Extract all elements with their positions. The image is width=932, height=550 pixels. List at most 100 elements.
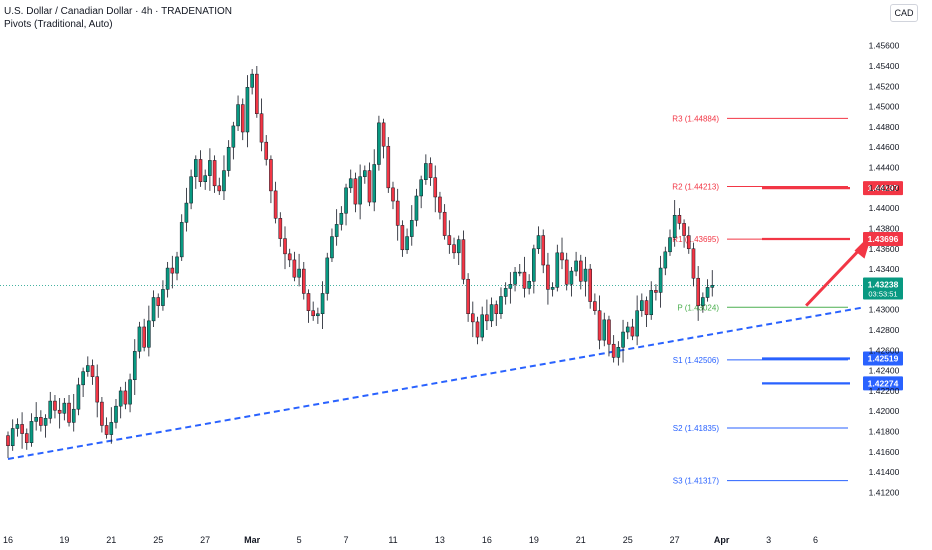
bar-countdown-label: 03:53:51 xyxy=(868,290,897,299)
candle-body xyxy=(405,236,409,251)
candle-body xyxy=(597,310,602,341)
candle-body xyxy=(179,222,184,258)
symbol-title: U.S. Dollar / Canadian Dollar · 4h · TRA… xyxy=(4,6,233,17)
support-price-badge xyxy=(863,351,903,366)
candle-body xyxy=(10,428,15,447)
candle-body xyxy=(480,314,484,338)
candle-body xyxy=(442,211,447,236)
candle-body xyxy=(578,260,583,282)
candle-body xyxy=(334,224,339,237)
candle-body xyxy=(353,178,358,205)
candle-body xyxy=(114,405,118,423)
x-tick-label: 5 xyxy=(297,535,302,545)
candle-body xyxy=(222,170,226,192)
pivot-label-r3: R3 (1.44884) xyxy=(672,114,719,123)
candle-body xyxy=(644,300,649,316)
candle-body xyxy=(278,218,283,239)
x-tick-label: 16 xyxy=(3,535,13,545)
candle-body xyxy=(686,235,691,250)
candle-body xyxy=(81,371,85,386)
candle-body xyxy=(20,424,24,434)
candle-body xyxy=(62,402,67,414)
resistance-price-badge xyxy=(863,181,903,196)
candle-body xyxy=(513,271,517,285)
trendline-layer xyxy=(7,306,863,460)
candle-body xyxy=(386,145,391,189)
x-tick-label: Apr xyxy=(714,535,730,545)
x-tick-label: 3 xyxy=(766,535,771,545)
candle-body xyxy=(447,235,452,245)
x-tick-label: 21 xyxy=(106,535,116,545)
candle-body xyxy=(367,170,372,203)
candle-body xyxy=(226,146,231,171)
candle-body xyxy=(348,178,353,189)
candle-body xyxy=(316,313,320,317)
pivot-label-s1: S1 (1.42506) xyxy=(673,356,720,365)
x-tick-label: 25 xyxy=(153,535,163,545)
chart-header: U.S. Dollar / Canadian Dollar · 4h · TRA… xyxy=(4,5,232,31)
candle-body xyxy=(175,256,179,274)
ascending-trendline xyxy=(7,306,863,460)
candle-body xyxy=(255,73,259,114)
candle-body xyxy=(320,293,325,315)
candle-body xyxy=(428,163,433,178)
candle-body xyxy=(161,289,165,306)
currency-selector[interactable]: CAD xyxy=(890,4,918,22)
candle-body xyxy=(189,176,193,204)
candle-body xyxy=(363,170,367,177)
current-price-label: 1.43238 xyxy=(868,280,899,290)
y-tick-label: 1.43600 xyxy=(869,244,900,254)
candle-body xyxy=(203,175,207,183)
candle-body xyxy=(466,278,470,315)
candle-body xyxy=(358,176,362,205)
candle-body xyxy=(245,87,250,133)
y-tick-label: 1.43400 xyxy=(869,264,900,274)
pivot-label-s2: S2 (1.41835) xyxy=(673,424,720,433)
candle-body xyxy=(630,326,635,337)
candle-body xyxy=(672,215,677,238)
candles-layer xyxy=(6,66,715,458)
candle-body xyxy=(616,347,621,358)
candle-body xyxy=(527,281,531,289)
candle-body xyxy=(503,288,508,297)
candle-body xyxy=(701,297,705,306)
candle-body xyxy=(123,390,128,405)
x-tick-label: 25 xyxy=(623,535,633,545)
x-tick-label: 21 xyxy=(576,535,586,545)
candle-body xyxy=(76,384,81,410)
pivot-label-r2: R2 (1.44213) xyxy=(672,183,719,192)
candle-body xyxy=(621,331,625,348)
candle-body xyxy=(95,376,100,403)
candle-body xyxy=(6,435,10,447)
candle-body xyxy=(15,424,20,429)
candle-body xyxy=(555,252,560,288)
y-tick-label: 1.42600 xyxy=(869,345,900,355)
resistance-price-label: 1.43696 xyxy=(868,234,899,244)
candle-body xyxy=(100,401,104,426)
candle-body xyxy=(433,177,438,198)
candle-body xyxy=(48,400,53,419)
candle-body xyxy=(485,314,489,322)
y-tick-label: 1.41600 xyxy=(869,447,900,457)
candle-body xyxy=(640,300,644,311)
candle-body xyxy=(658,267,663,293)
candle-body xyxy=(90,365,95,377)
current-price-badge xyxy=(863,277,903,300)
candle-body xyxy=(456,239,461,254)
candle-body xyxy=(132,351,137,381)
candle-body xyxy=(499,296,503,315)
candle-body xyxy=(24,433,29,443)
candle-body xyxy=(546,264,550,290)
candle-body xyxy=(508,284,513,289)
y-tick-label: 1.41400 xyxy=(869,467,900,477)
support-price-label: 1.42519 xyxy=(868,354,899,364)
candle-body xyxy=(588,268,592,302)
candle-body xyxy=(287,253,292,261)
candle-body xyxy=(517,271,522,274)
candle-body xyxy=(372,164,377,203)
candle-body xyxy=(400,225,405,251)
candle-body xyxy=(395,200,400,226)
support-price-badge xyxy=(863,376,903,391)
candle-body xyxy=(53,400,57,411)
